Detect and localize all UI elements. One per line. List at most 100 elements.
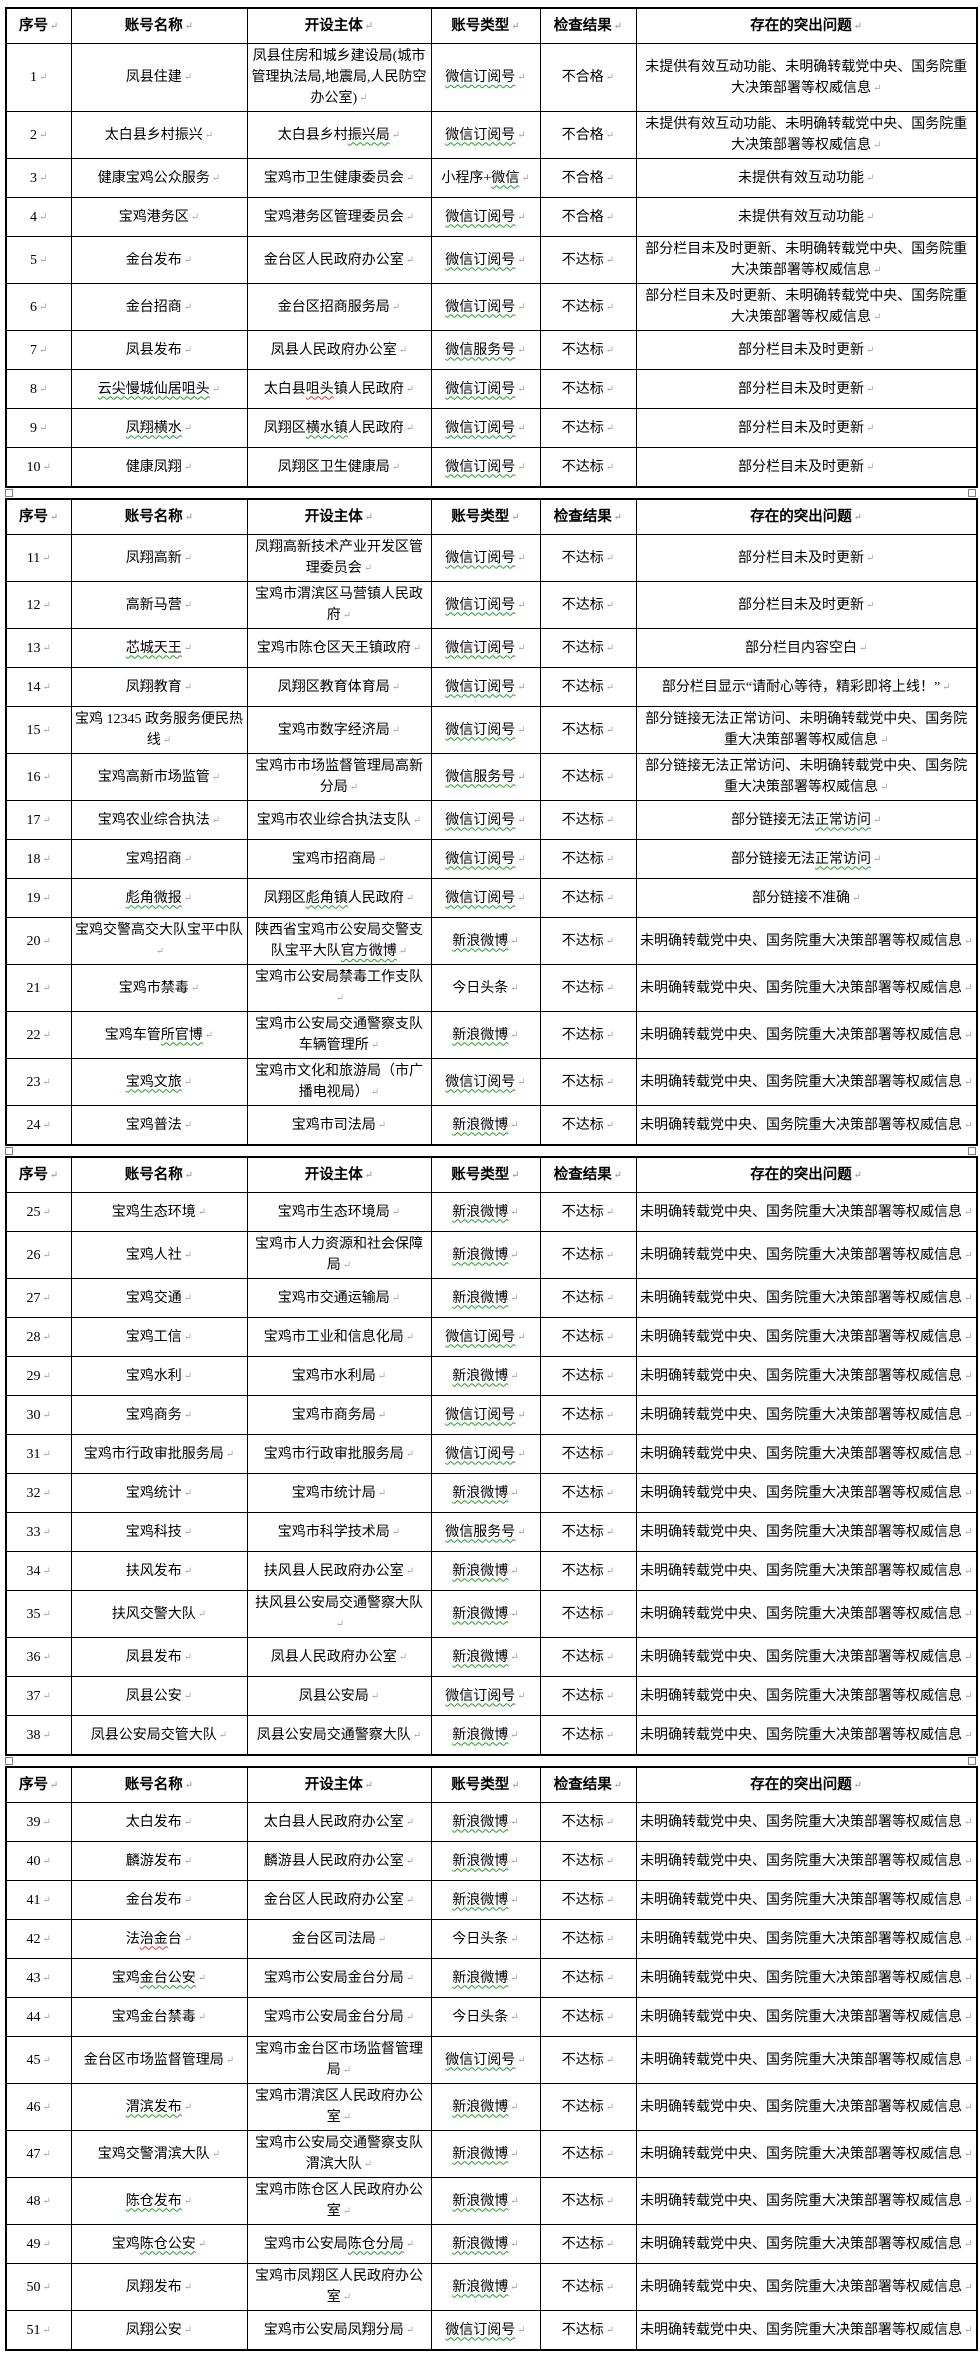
cell-text: 宝鸡生态环境 (112, 1205, 206, 1220)
cell-account-name: 宝鸡人社 (70, 1231, 248, 1279)
cell-text: 部分链接无法正常访问、未明确转载党中央、国务院重大决策部署等权威信息 (645, 712, 967, 748)
spellcheck-underline: 微信订阅号 (445, 299, 516, 315)
spellcheck-underline: 新浪微博 (452, 1117, 509, 1133)
spellcheck-underline: 微信订阅号 (445, 890, 516, 906)
spellcheck-underline: 微信订阅号 (445, 381, 516, 397)
table-row: 9 凤翔横水 凤翔区横水镇人民政府 微信订阅号 不达标 部分栏目未及时更新 (5, 408, 978, 448)
cell-check-result: 不达标 (539, 2036, 637, 2084)
cell-problems: 未明确转载党中央、国务院重大决策部署等权威信息 (635, 1676, 978, 1716)
cell-problems: 未明确转载党中央、国务院重大决策部署等权威信息 (635, 1192, 978, 1232)
table-row: 18 宝鸡招商 宝鸡市招商局 微信订阅号 不达标 部分链接无法正常访问 (5, 839, 978, 879)
cell-check-result: 不合格 (539, 111, 637, 159)
cell-operator: 宝鸡市商务局 (246, 1395, 432, 1435)
cell-text: 宝鸡市文化和旅游局（市广播电视局） (255, 1064, 423, 1100)
column-header-account-name: 账号名称 (70, 1766, 248, 1803)
cell-account-type: 微信服务号 (430, 330, 541, 370)
spellcheck-underline: 微信订阅号 (445, 1688, 516, 1704)
cell-account-name: 宝鸡水利 (70, 1356, 248, 1396)
cell-text: 不达标 (562, 253, 614, 268)
cell-text: 新浪微博 (452, 1728, 518, 1743)
cell-text: 账号类型 (451, 18, 519, 34)
table-row: 21 宝鸡市禁毒 宝鸡市公安局禁毒工作支队 今日头条 不达标 未明确转载党中央、国务院重大… (5, 964, 978, 1012)
cell-account-type: 微信服务号 (430, 1512, 541, 1552)
text-segment: 陕西省宝鸡市公安局交警支队宝平大队 (255, 923, 423, 959)
text-segment: 宝鸡 (111, 1970, 140, 1986)
cell-text: 38 (27, 1728, 51, 1743)
header-row: 序号 账号名称 开设主体 账号类型 检查结果 存在的突出问题 (5, 1156, 978, 1193)
cell-problems: 未明确转载党中央、国务院重大决策部署等权威信息 (635, 1841, 978, 1881)
cell-check-result: 不达标 (539, 2224, 637, 2264)
cell-text: 未明确转载党中央、国务院重大决策部署等权威信息 (640, 1525, 972, 1540)
cell-text: 检查结果 (554, 1777, 622, 1793)
cell-text: 检查结果 (554, 18, 622, 34)
table-row: 12 高新马营 宝鸡市渭滨区马营镇人民政府 微信订阅号 不达标 部分栏目未及时更新 (5, 581, 978, 629)
spellcheck-underline: 陈仓发布 (125, 2193, 182, 2209)
spellcheck-underline: 新浪微博 (452, 2193, 509, 2209)
spellcheck-underline: 新浪微博 (452, 933, 509, 949)
cell-check-result: 不达标 (539, 369, 637, 409)
cell-problems: 部分栏目内容空白 (635, 628, 978, 668)
cell-index: 30 (5, 1395, 72, 1435)
cell-account-name: 宝鸡港务区 (70, 197, 248, 237)
cell-account-type: 新浪微博 (430, 1011, 541, 1059)
cell-problems: 部分栏目未及时更新 (635, 408, 978, 448)
table-row: 11 凤翔高新 凤翔高新技术产业开发区管理委员会 微信订阅号 不达标 部分栏目未及时更新 (5, 534, 978, 582)
column-header-problems: 存在的突出问题 (635, 498, 978, 535)
cell-text: 宝鸡陈仓公安 (112, 2237, 206, 2252)
text-segment: 太白县 (263, 381, 306, 397)
cell-account-type: 今日头条 (430, 1997, 541, 2037)
cell-problems: 未明确转载党中央、国务院重大决策部署等权威信息 (635, 1802, 978, 1842)
cell-index: 51 (5, 2310, 72, 2351)
cell-text: 宝鸡市卫生健康委员会 (264, 171, 414, 186)
cell-account-name: 宝鸡文旅 (70, 1058, 248, 1106)
cell-text: 微信服务号 (445, 770, 525, 785)
cell-text: 部分栏目未及时更新 (738, 460, 874, 475)
cell-text: 新浪微博 (452, 1607, 518, 1622)
cell-text: 微信订阅号 (445, 382, 525, 397)
cell-account-type: 新浪微博 (430, 2130, 541, 2178)
spellcheck-underline: 微信订阅号 (445, 851, 516, 867)
column-header-account-name: 账号名称 (70, 1156, 248, 1193)
cell-account-name: 宝鸡统计 (70, 1473, 248, 1513)
spellcheck-underline: 微信订阅号 (445, 70, 516, 85)
spellcheck-underline: 新浪微博 (452, 1485, 509, 1501)
cell-account-name: 凤翔高新 (70, 534, 248, 582)
cell-text: 宝鸡金台公安 (112, 1971, 206, 1986)
cell-operator: 太白县咀头镇人民政府 (246, 369, 432, 409)
table-row: 38 凤县公安局交管大队 凤县公安局交通警察大队 新浪微博 不达标 未明确转载党中央、国务… (5, 1715, 978, 1756)
cell-text: 1 (30, 70, 47, 85)
cell-operator: 宝鸡市数字经济局 (246, 706, 432, 754)
cell-index: 17 (5, 800, 72, 840)
cell-text: 太白县乡村振兴局 (278, 128, 400, 143)
table-row: 46 渭滨发布 宝鸡市渭滨区人民政府办公室 新浪微博 不达标 未明确转载党中央、国务院重大… (5, 2083, 978, 2131)
cell-operator: 凤县公安局交通警察大队 (246, 1715, 432, 1756)
spellcheck-underline: 新浪微博 (452, 1970, 509, 1986)
cell-text: 未提供有效互动功能、未明确转载党中央、国务院重大决策部署等权威信息 (645, 117, 967, 153)
cell-text: 宝鸡市公安局禁毒工作支队 (255, 970, 423, 1006)
cell-text: 微信订阅号 (445, 1075, 525, 1090)
cell-index: 25 (5, 1192, 72, 1232)
cell-text: 45 (27, 2053, 51, 2068)
cell-account-name: 宝鸡生态环境 (70, 1192, 248, 1232)
cell-check-result: 不达标 (539, 1919, 637, 1959)
cell-account-type: 新浪微博 (430, 917, 541, 965)
cell-index: 27 (5, 1278, 72, 1318)
cell-text: 26 (27, 1248, 51, 1263)
cell-text: 序号 (19, 509, 58, 525)
table-row: 22 宝鸡车管所官博 宝鸡市公安局交通警察支队车辆管理所 新浪微博 不达标 未明确转载党中… (5, 1011, 978, 1059)
cell-account-name: 金台发布 (70, 236, 248, 284)
table-gap (5, 1146, 976, 1156)
spellcheck-underline: 新浪微博 (452, 2236, 509, 2252)
spellcheck-underline: 微信订阅号 (445, 1329, 516, 1345)
cell-text: 27 (27, 1291, 51, 1306)
spellcheck-underline: 微信订阅号 (445, 420, 516, 436)
cell-problems: 未明确转载党中央、国务院重大决策部署等权威信息 (635, 1105, 978, 1146)
cell-account-type: 今日头条 (430, 964, 541, 1012)
cell-index: 12 (5, 581, 72, 629)
cell-text: 新浪微博 (452, 2280, 518, 2295)
cell-text: 微信订阅号 (445, 641, 525, 656)
column-header-account-name: 账号名称 (70, 7, 248, 44)
cell-check-result: 不达标 (539, 1058, 637, 1106)
spellcheck-underline: 陈仓分局 (347, 2236, 404, 2252)
cell-text: 宝鸡商务 (126, 1408, 192, 1423)
